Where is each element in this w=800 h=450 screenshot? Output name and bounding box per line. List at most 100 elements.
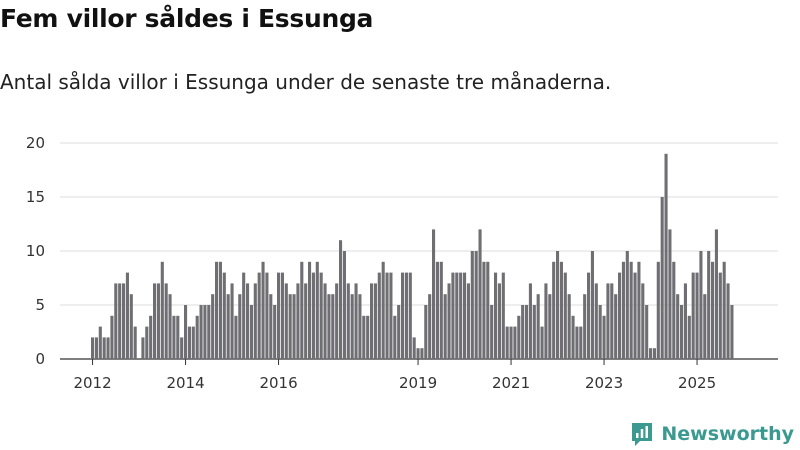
bar (699, 251, 703, 359)
bar (672, 261, 676, 359)
bar (439, 261, 443, 359)
bar (401, 272, 405, 359)
bar-chart: 0 5 10 15 20 2012 2014 2016 2019 2021 2023 2025 5 (26, 0, 778, 392)
bar (377, 272, 381, 359)
bar (625, 251, 629, 359)
bar (110, 315, 114, 359)
x-tick-label: 2019 (399, 374, 437, 392)
bar (637, 261, 641, 359)
bar (153, 283, 157, 359)
bar (269, 294, 273, 359)
bar (180, 337, 184, 359)
bar (610, 283, 614, 359)
bar (315, 261, 319, 359)
bar (598, 305, 602, 359)
bar (505, 326, 509, 359)
bar (218, 261, 222, 359)
bar (292, 294, 296, 359)
x-tick-label: 2025 (678, 374, 716, 392)
bar (222, 272, 226, 359)
bar (94, 337, 98, 359)
brand-logo: Newsworthy (630, 420, 794, 448)
bar (145, 326, 149, 359)
bar (509, 326, 513, 359)
bar (133, 326, 137, 359)
bar (559, 261, 563, 359)
bar (304, 283, 308, 359)
y-tick-label: 20 (26, 134, 45, 152)
bar (482, 261, 486, 359)
bar (540, 326, 544, 359)
bar (621, 261, 625, 359)
bar (435, 261, 439, 359)
bar (156, 283, 160, 359)
bar (459, 272, 463, 359)
bar (571, 315, 575, 359)
bar (687, 315, 691, 359)
bar (583, 294, 587, 359)
bar (373, 283, 377, 359)
bar (195, 315, 199, 359)
data-label: 5 (735, 0, 744, 4)
bar (544, 283, 548, 359)
bar (486, 261, 490, 359)
bar (141, 337, 145, 359)
bar (668, 229, 672, 359)
bar (602, 315, 606, 359)
bar (633, 272, 637, 359)
bar (207, 305, 211, 359)
bar (660, 197, 664, 359)
bar (587, 272, 591, 359)
bar (455, 272, 459, 359)
bar (443, 294, 447, 359)
bar (323, 283, 327, 359)
bar (424, 305, 428, 359)
bar (606, 283, 610, 359)
bar (366, 315, 370, 359)
bar (641, 283, 645, 359)
bar (102, 337, 106, 359)
x-tick-label: 2014 (166, 374, 204, 392)
bar (114, 283, 118, 359)
bar (707, 251, 711, 359)
bar (579, 326, 583, 359)
bar (494, 272, 498, 359)
bar (280, 272, 284, 359)
bar (521, 305, 525, 359)
y-tick-label: 10 (26, 242, 45, 260)
y-tick-label: 15 (26, 188, 45, 206)
bar (331, 294, 335, 359)
bar (129, 294, 133, 359)
bar (226, 294, 230, 359)
bar (536, 294, 540, 359)
bar (552, 261, 556, 359)
chart-title: Fem villor såldes i Essunga (0, 4, 374, 33)
bar (273, 305, 277, 359)
chart-subtitle: Antal sålda villor i Essunga under de se… (0, 70, 612, 94)
bar (118, 283, 122, 359)
bar (470, 251, 474, 359)
bar (370, 283, 374, 359)
bar (381, 261, 385, 359)
bar (726, 283, 730, 359)
bar (649, 348, 653, 359)
bar (680, 305, 684, 359)
bar (528, 283, 532, 359)
bar (246, 283, 250, 359)
bar (164, 283, 168, 359)
bar (354, 283, 358, 359)
bar (691, 272, 695, 359)
bar (404, 272, 408, 359)
bar (319, 272, 323, 359)
bar (463, 272, 467, 359)
bar (412, 337, 416, 359)
bar (265, 272, 269, 359)
bar (563, 272, 567, 359)
bar (358, 294, 362, 359)
bar (517, 315, 521, 359)
bar (501, 272, 505, 359)
bar (393, 315, 397, 359)
bar (308, 261, 312, 359)
x-tick-label: 2021 (492, 374, 530, 392)
bar (397, 305, 401, 359)
